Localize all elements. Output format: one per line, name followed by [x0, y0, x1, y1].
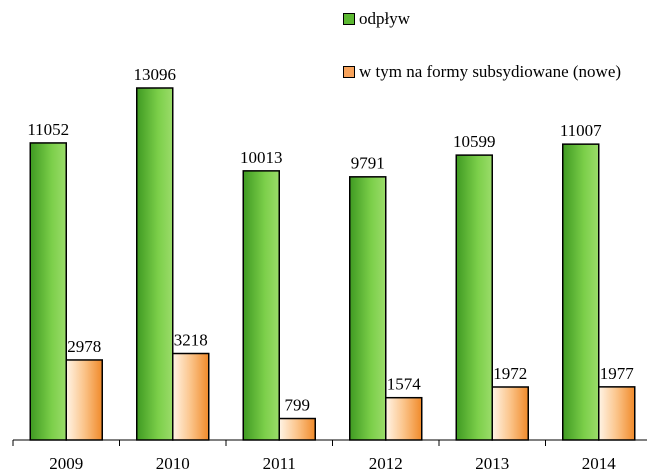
bar — [278, 417, 316, 441]
value-label: 9791 — [351, 154, 385, 173]
x-tick-label: 2011 — [263, 454, 296, 473]
bar — [598, 386, 636, 441]
value-label: 13096 — [134, 65, 177, 84]
x-tick-label: 2013 — [475, 454, 509, 473]
bar — [385, 396, 423, 441]
value-label: 1574 — [387, 375, 422, 394]
bar — [172, 352, 210, 441]
value-label: 1972 — [493, 364, 527, 383]
bar — [29, 142, 67, 441]
bar — [65, 359, 103, 441]
x-tick-label: 2009 — [49, 454, 83, 473]
legend-label: odpływ — [359, 9, 410, 28]
bar — [136, 87, 174, 441]
x-tick-label: 2012 — [369, 454, 403, 473]
legend-item: odpływ — [343, 8, 643, 29]
value-label: 2978 — [67, 337, 101, 356]
value-label: 11007 — [560, 121, 602, 140]
value-label: 11052 — [27, 120, 69, 139]
value-label: 799 — [285, 395, 311, 414]
bar — [562, 143, 600, 441]
value-label: 1977 — [600, 364, 635, 383]
bar — [491, 386, 529, 441]
bar — [242, 170, 280, 441]
legend-swatch — [343, 13, 355, 25]
legend: odpływ w tym na formy subsydiowane (nowe) — [343, 8, 643, 94]
x-tick-label: 2010 — [156, 454, 190, 473]
legend-label: w tym na formy subsydiowane (nowe) — [359, 62, 622, 81]
legend-item: w tym na formy subsydiowane (nowe) — [343, 61, 643, 82]
bar — [349, 176, 387, 441]
legend-swatch — [343, 66, 355, 78]
value-label: 10013 — [240, 148, 283, 167]
bar — [455, 154, 493, 441]
x-tick-label: 2014 — [582, 454, 617, 473]
value-label: 10599 — [453, 132, 496, 151]
value-label: 3218 — [174, 330, 208, 349]
